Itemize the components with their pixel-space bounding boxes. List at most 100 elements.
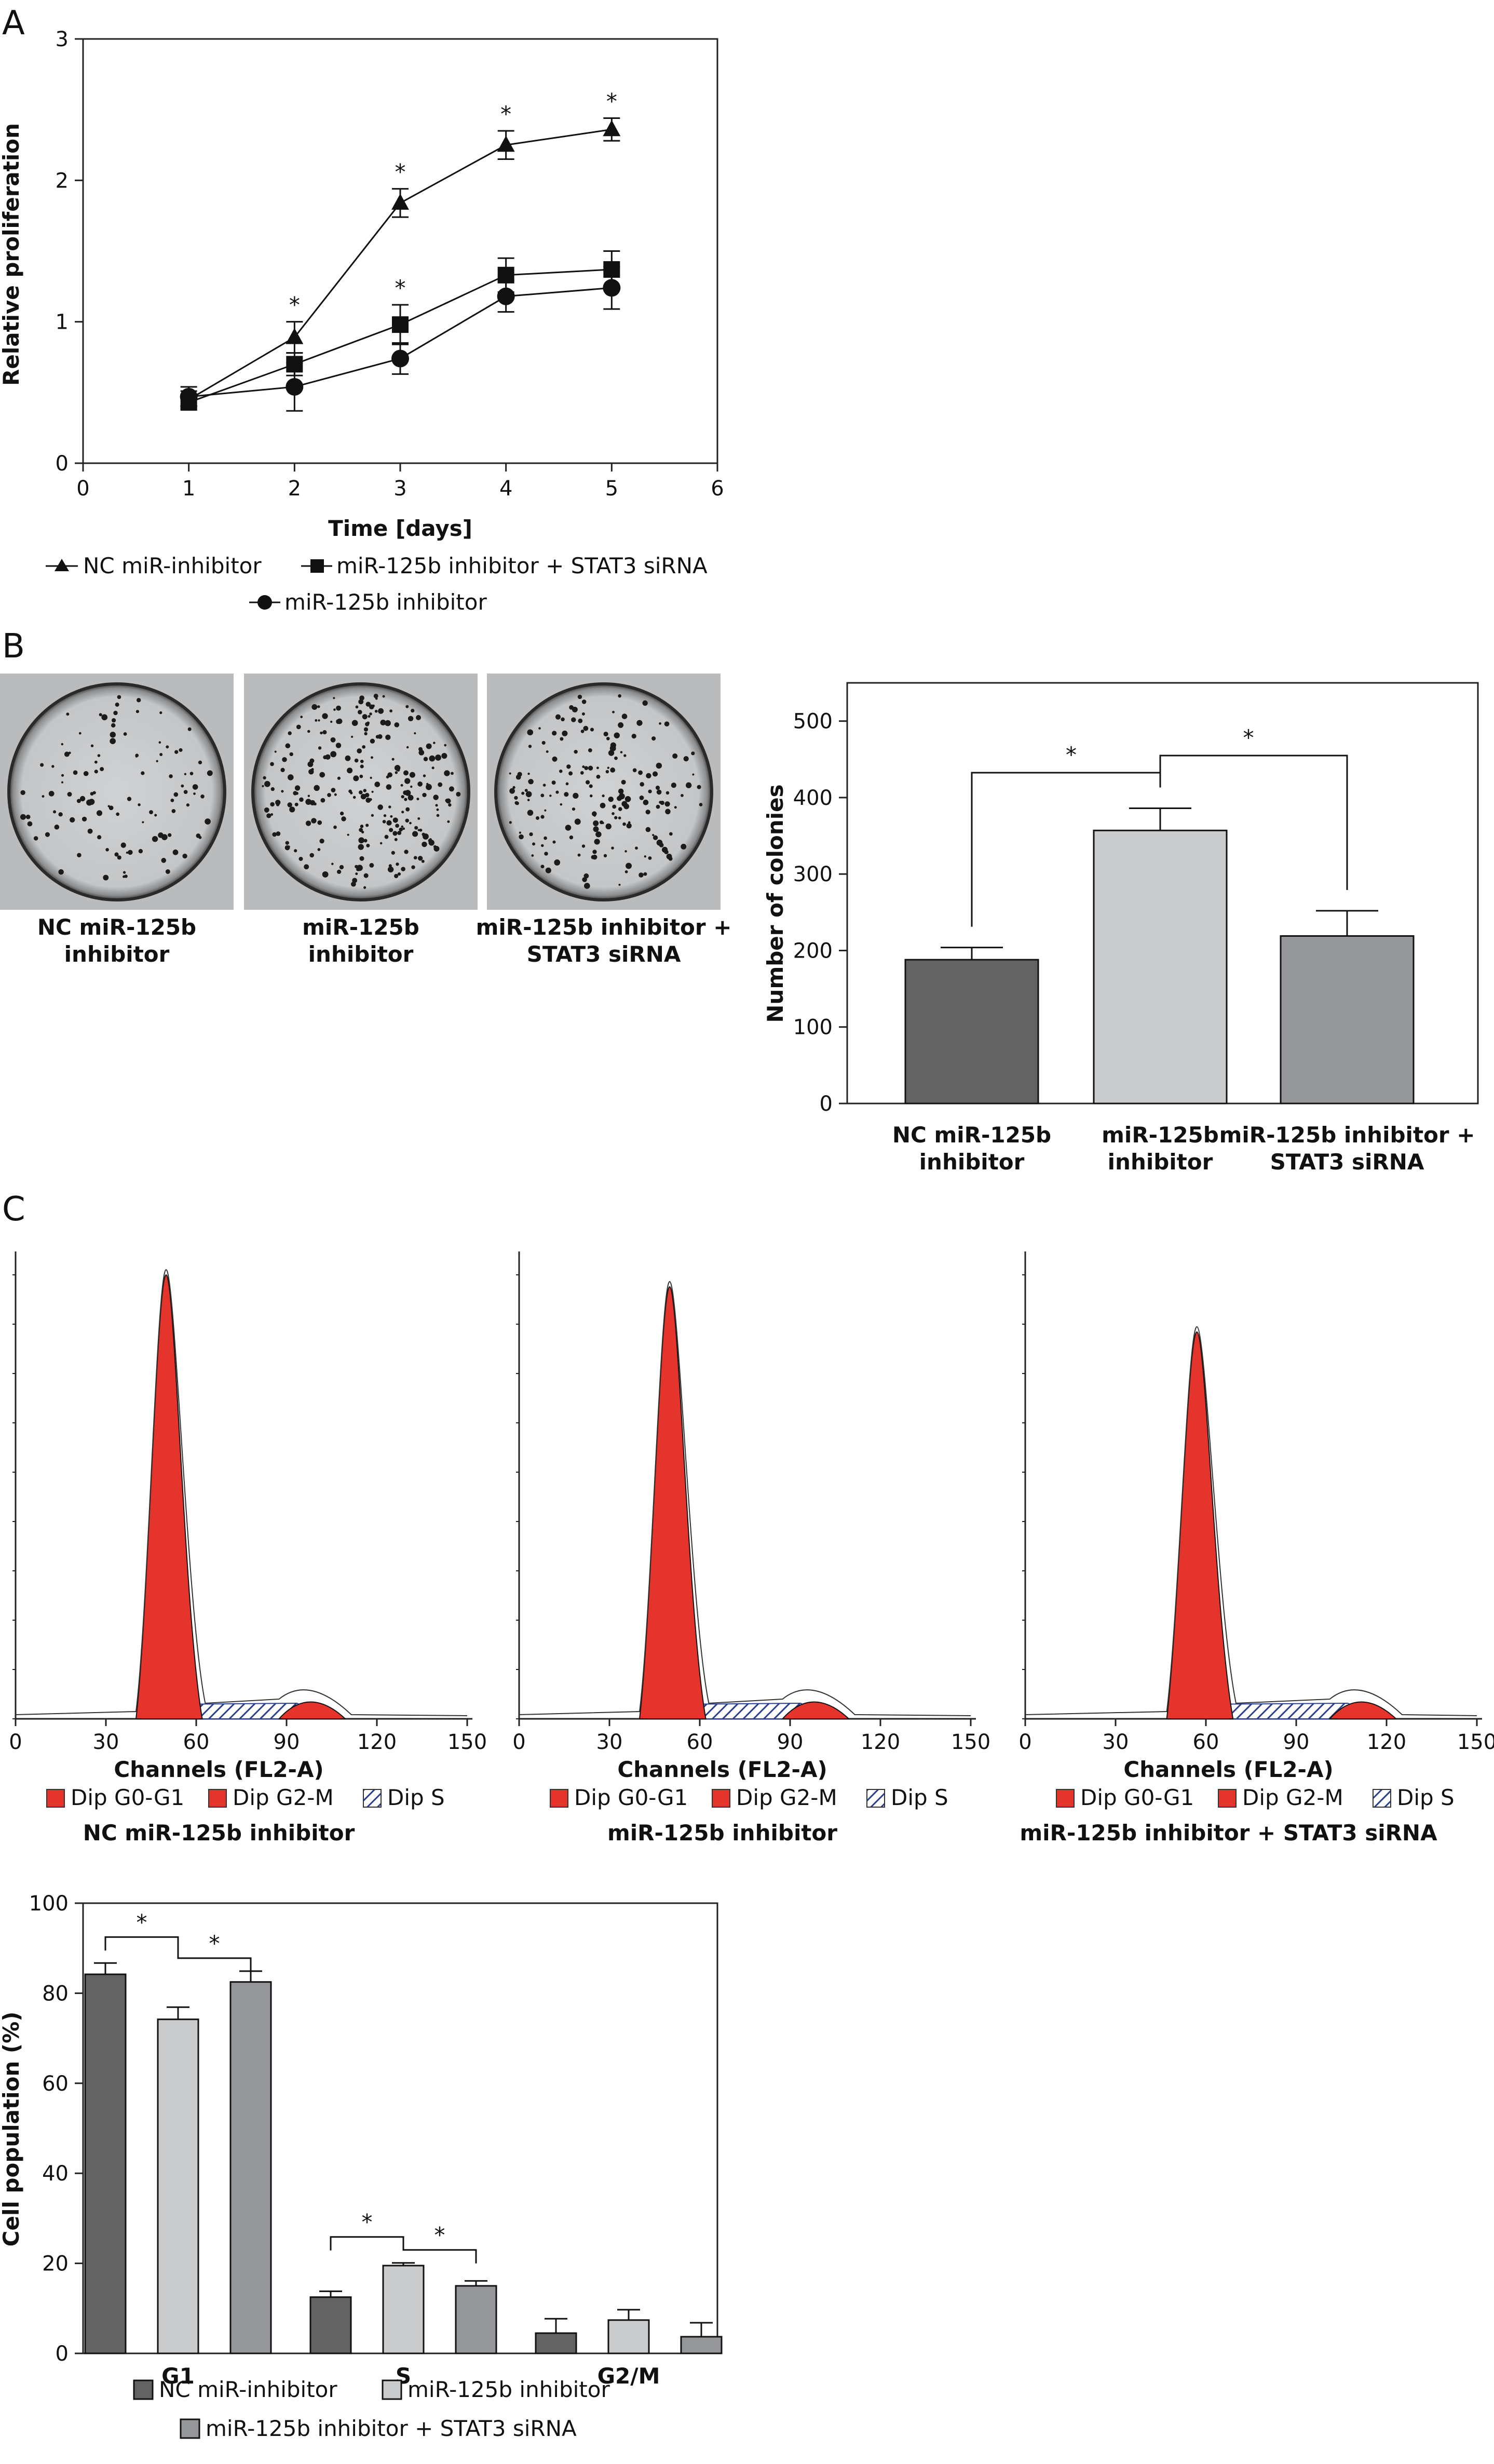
colony-dot [441, 752, 447, 759]
colony-dot [509, 772, 511, 775]
histogram-title: NC miR-125b inhibitor [83, 1820, 355, 1846]
colony-dot [363, 727, 369, 732]
histogram-xlabel: Channels (FL2-A) [617, 1757, 827, 1782]
significance-star: * [500, 101, 511, 127]
colony-dot [612, 812, 615, 815]
colony-dot [555, 714, 561, 720]
colony-dot [431, 766, 434, 770]
colony-dot [293, 791, 297, 796]
culture-dish [7, 682, 226, 901]
colony-dot [397, 830, 402, 836]
legend-label: Dip S [1397, 1785, 1455, 1810]
colony-dot [327, 793, 331, 797]
colony-dot [527, 729, 534, 736]
colony-dot [405, 705, 409, 708]
y-tick-label: 3 [56, 28, 69, 51]
colony-dot [355, 865, 358, 869]
colony-dot [356, 865, 363, 871]
colony-photo-inhibitor [244, 674, 478, 910]
photo-label: miR-125b inhibitor + [476, 914, 732, 940]
dip-g0g1-peak [135, 1274, 203, 1719]
colony-dot [311, 768, 314, 771]
colony-dot [603, 854, 607, 858]
colony-dot [317, 705, 320, 708]
legend-label-combo: miR-125b inhibitor + STAT3 siRNA [336, 553, 708, 578]
colony-dot [280, 768, 285, 772]
colony-dot [285, 841, 289, 845]
colony-dot [307, 795, 310, 797]
colony-dot [377, 804, 383, 810]
bar [157, 2018, 199, 2354]
photo-label: NC miR-125b [37, 914, 196, 940]
colony-dot [187, 727, 192, 731]
photo-label: miR-125b [302, 914, 419, 940]
colony-dot [594, 839, 600, 845]
colony-dot [565, 825, 572, 831]
colony-dot [544, 852, 548, 856]
colony-dot [416, 715, 422, 720]
colony-dot [392, 831, 398, 836]
colony-dot [313, 802, 317, 806]
colony-dot [117, 855, 121, 860]
panel-a-label: A [2, 4, 25, 43]
colony-dot [276, 831, 281, 836]
colony-dot [541, 844, 544, 847]
colony-dot [593, 826, 599, 832]
colony-dot [396, 862, 399, 866]
colony-dot [584, 766, 589, 770]
colony-dot [395, 824, 399, 828]
colony-dot [113, 710, 118, 716]
colony-dot [70, 817, 75, 823]
data-point-circle [180, 388, 198, 406]
colony-dot [345, 755, 351, 761]
colony-dot [369, 863, 374, 868]
colony-dot [288, 774, 294, 780]
colony-dot [401, 811, 404, 814]
colony-dot [314, 785, 320, 791]
colony-dot [404, 790, 411, 796]
colony-dot [304, 864, 309, 870]
colony-dot [560, 803, 563, 806]
colony-dot [404, 778, 411, 784]
x-tick-label: 0 [1018, 1730, 1031, 1754]
chart-a-legend: NC miR-inhibitor miR-125b inhibitor + ST… [46, 553, 708, 615]
colony-dot [582, 877, 587, 882]
colony-dot [322, 713, 328, 719]
x-tick-label: 30 [596, 1730, 623, 1754]
colony-dot [394, 873, 399, 879]
colony-dot [551, 780, 556, 785]
colony-dot [560, 737, 564, 741]
significance-star: * [395, 275, 406, 301]
colony-dot [540, 815, 545, 819]
colony-dot [404, 850, 409, 854]
y-tick-label: 1 [56, 311, 69, 334]
colony-dot [436, 814, 440, 817]
colony-dot [595, 831, 602, 838]
significance-star: * [137, 1909, 147, 1935]
colony-dot [333, 708, 336, 711]
chart-b-ylabel: Number of colonies [763, 784, 788, 1022]
legend-label: miR-125b inhibitor + STAT3 siRNA [206, 2416, 577, 2441]
colony-dot [61, 774, 64, 777]
colony-dot [561, 717, 565, 722]
x-category-label: NC miR-125b [892, 1122, 1051, 1148]
colony-dot [413, 856, 417, 860]
panel-c-label: C [2, 1190, 25, 1229]
colony-dot [433, 757, 436, 760]
flow-histogram: 0 30 60 90 120 150 Channels (FL2-A) Dip G0-G1 Di… [512, 1251, 990, 1846]
colony-dot [423, 757, 428, 761]
colony-dot [385, 720, 391, 726]
colony-dot [198, 760, 202, 764]
legend-marker-square [310, 559, 324, 573]
colony-dot [296, 724, 301, 730]
colony-dot [319, 839, 324, 844]
colony-dot [377, 734, 383, 739]
x-tick-label: 60 [1193, 1730, 1219, 1754]
colony-dot [103, 874, 109, 881]
colony-dot [158, 832, 164, 838]
colony-dot [330, 751, 337, 758]
colony-photos: NC miR-125binhibitormiR-125binhibitormiR… [0, 674, 731, 967]
colony-dot [610, 742, 616, 748]
x-tick-label: 150 [951, 1730, 990, 1754]
